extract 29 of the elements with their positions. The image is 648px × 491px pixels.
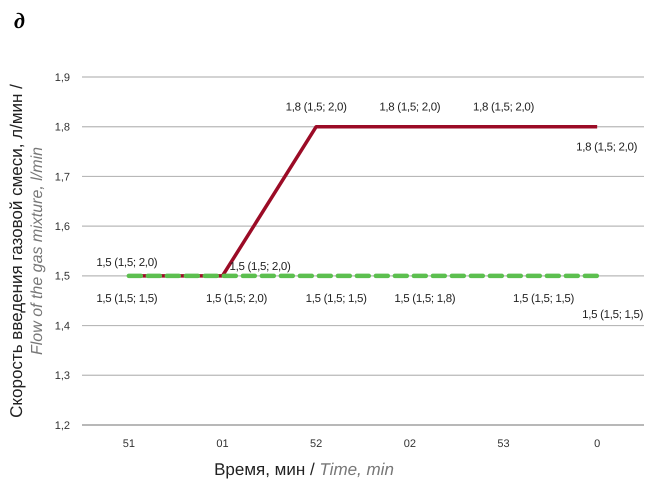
y-tick-label: 1,4 bbox=[54, 320, 70, 332]
chart-title: д bbox=[14, 8, 25, 33]
y-tick-label: 1,2 bbox=[54, 420, 70, 432]
y-tick-label: 1,8 bbox=[54, 122, 70, 134]
x-tick-label: 01 bbox=[216, 438, 229, 450]
y-tick-label: 1,6 bbox=[54, 220, 70, 233]
data-label: 1,5 (1,5; 2,0) bbox=[206, 292, 268, 305]
y-tick-label: 1,9 bbox=[54, 72, 70, 84]
y-tick-label: 1,3 bbox=[54, 370, 70, 382]
data-label: 1,5 (1,5; 1,8) bbox=[394, 292, 456, 305]
x-tick-label: 52 bbox=[310, 438, 322, 450]
x-tick-label: 0 bbox=[594, 438, 600, 450]
x-tick-label: 51 bbox=[122, 438, 135, 450]
x-tick-label: 02 bbox=[404, 438, 416, 450]
data-label: 1,5 (1,5; 1,5) bbox=[306, 292, 368, 305]
data-label: 1,5 (1,5; 1,5) bbox=[582, 308, 644, 321]
y-tick-label: 1,7 bbox=[54, 171, 70, 184]
y-tick-label: 1,5 bbox=[54, 270, 70, 283]
data-label: 1,5 (1,5; 2,0) bbox=[230, 260, 291, 273]
data-label: 1,5 (1,5; 1,5) bbox=[96, 292, 158, 305]
data-label: 1,8 (1,5; 2,0) bbox=[576, 142, 638, 154]
x-tick-label: 53 bbox=[497, 438, 510, 450]
x-axis-title: Время, мин / Time, min bbox=[214, 460, 394, 479]
data-label: 1,5 (1,5; 1,5) bbox=[512, 292, 574, 305]
data-label: 1,5 (1,5; 2,0) bbox=[96, 256, 158, 269]
data-label: 1,8 (1,5; 2,0) bbox=[472, 102, 534, 114]
y-axis-title: Скорость введения газовой смеси, л/мин / Flow of the gas mixture, l/min bbox=[7, 84, 46, 418]
data-label: 1,8 (1,5; 2,0) bbox=[379, 102, 441, 114]
data-label: 1,8 (1,5; 2,0) bbox=[286, 102, 348, 114]
